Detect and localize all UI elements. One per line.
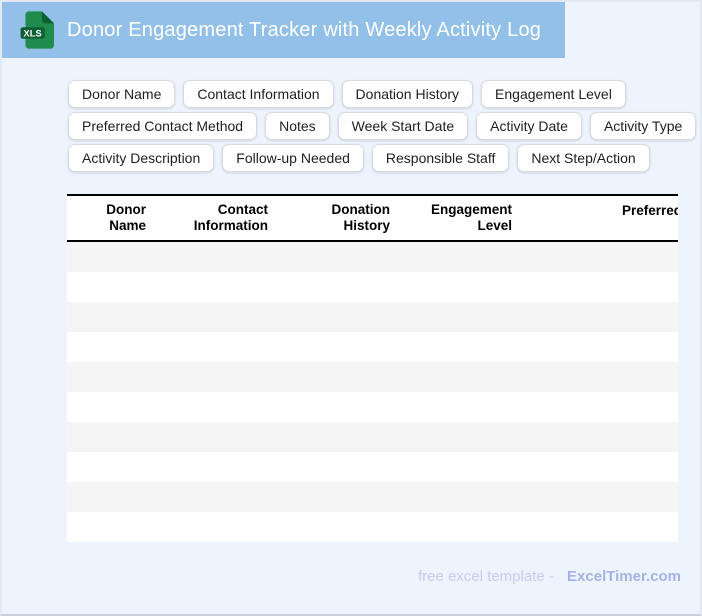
data-table: Donor Name Contact Information Donation … bbox=[67, 194, 678, 542]
chip-contact-information[interactable]: Contact Information bbox=[183, 80, 334, 108]
chip-row-2: Preferred Contact Method Notes Week Star… bbox=[68, 112, 697, 140]
table-header-row: Donor Name Contact Information Donation … bbox=[67, 194, 678, 242]
table-row bbox=[67, 242, 678, 272]
chip-row-1: Donor Name Contact Information Donation … bbox=[68, 80, 693, 108]
header-cell-donation-history: Donation History bbox=[311, 196, 433, 240]
chip-row-3: Activity Description Follow-up Needed Re… bbox=[68, 144, 693, 172]
chip-donor-name[interactable]: Donor Name bbox=[68, 80, 176, 108]
xls-badge bbox=[20, 27, 45, 39]
table-row bbox=[67, 512, 678, 542]
header-line: Level bbox=[477, 218, 512, 233]
table-row bbox=[67, 362, 678, 392]
chip-next-step-action[interactable]: Next Step/Action bbox=[517, 144, 650, 172]
table-row bbox=[67, 332, 678, 362]
table-body bbox=[67, 242, 678, 542]
chip-follow-up-needed[interactable]: Follow-up Needed bbox=[222, 144, 364, 172]
table-row bbox=[67, 422, 678, 452]
chip-week-start-date[interactable]: Week Start Date bbox=[337, 112, 469, 140]
header-line: Information bbox=[193, 218, 268, 233]
chip-preferred-contact-method[interactable]: Preferred Contact Method bbox=[68, 112, 258, 140]
xls-badge-label: XLS bbox=[24, 28, 42, 38]
chip-engagement-level[interactable]: Engagement Level bbox=[481, 80, 626, 108]
chip-donation-history[interactable]: Donation History bbox=[341, 80, 474, 108]
header-line: Name bbox=[109, 218, 146, 233]
header-line: Engagement bbox=[430, 202, 512, 217]
header-line: Preferred bbox=[621, 203, 678, 218]
header-cell-donor-name: Donor Name bbox=[67, 196, 189, 240]
table-row bbox=[67, 452, 678, 482]
header-cell-engagement-level: Engagement Level bbox=[430, 196, 555, 240]
header-line: Donor bbox=[106, 202, 146, 217]
chip-activity-date[interactable]: Activity Date bbox=[476, 112, 582, 140]
chip-activity-description[interactable]: Activity Description bbox=[68, 144, 215, 172]
table-row bbox=[67, 482, 678, 512]
field-chip-list: Donor Name Contact Information Donation … bbox=[68, 80, 697, 176]
page-title: Donor Engagement Tracker with Weekly Act… bbox=[67, 18, 542, 41]
title-bar: XLS Donor Engagement Tracker with Weekly… bbox=[2, 2, 565, 58]
chip-responsible-staff[interactable]: Responsible Staff bbox=[371, 144, 510, 172]
header-cell-contact-information: Contact Information bbox=[189, 196, 311, 240]
chip-notes[interactable]: Notes bbox=[265, 112, 330, 140]
file-fold-corner bbox=[41, 11, 54, 24]
table-row bbox=[67, 302, 678, 332]
footer-brand-link[interactable]: ExcelTimer.com bbox=[567, 568, 681, 585]
header-line: History bbox=[343, 218, 390, 233]
header-line: Contact bbox=[217, 202, 268, 217]
footer: free excel template - ExcelTimer.com bbox=[418, 568, 681, 585]
xls-file-icon: XLS bbox=[20, 11, 54, 49]
header-cell-preferred-clipped: Preferred bbox=[555, 196, 678, 240]
table-row bbox=[67, 392, 678, 422]
chip-activity-type[interactable]: Activity Type bbox=[589, 112, 697, 140]
footer-tagline: free excel template - bbox=[417, 568, 554, 585]
table-row bbox=[67, 272, 678, 302]
header-line: Donation bbox=[331, 202, 391, 217]
